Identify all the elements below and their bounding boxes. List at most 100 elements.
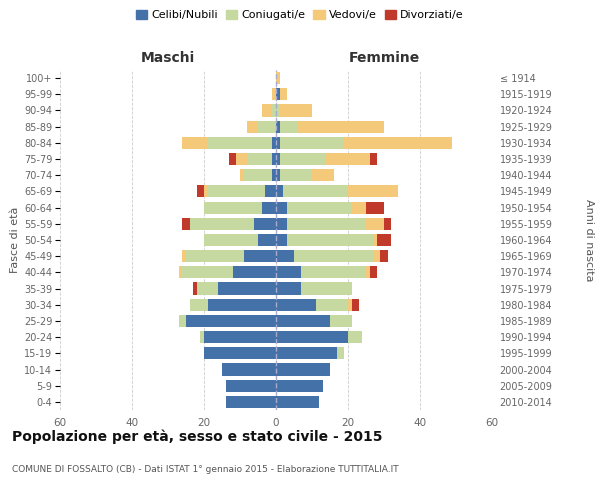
Bar — [370, 153, 377, 165]
Bar — [247, 120, 258, 132]
Bar — [222, 364, 276, 376]
Bar — [312, 169, 334, 181]
Bar — [276, 120, 280, 132]
Bar — [229, 153, 236, 165]
Bar — [276, 186, 283, 198]
Bar — [373, 234, 377, 246]
Bar — [179, 266, 182, 278]
Bar — [265, 186, 276, 198]
Bar — [204, 331, 276, 343]
Bar — [287, 234, 373, 246]
Bar — [272, 169, 276, 181]
Bar — [280, 169, 312, 181]
Text: Popolazione per età, sesso e stato civile - 2015: Popolazione per età, sesso e stato civil… — [12, 430, 383, 444]
Bar — [254, 218, 276, 230]
Bar — [280, 88, 287, 101]
Bar — [287, 202, 352, 213]
Bar — [276, 331, 348, 343]
Bar — [182, 137, 208, 149]
Bar — [272, 88, 276, 101]
Bar — [301, 266, 366, 278]
Bar — [208, 186, 265, 198]
Bar — [276, 218, 287, 230]
Bar — [348, 331, 362, 343]
Bar — [280, 120, 298, 132]
Bar — [197, 282, 218, 294]
Bar — [247, 153, 272, 165]
Bar — [197, 186, 204, 198]
Bar — [200, 331, 204, 343]
Bar — [262, 202, 276, 213]
Bar — [276, 104, 280, 117]
Bar — [294, 250, 373, 262]
Text: COMUNE DI FOSSALTO (CB) - Dati ISTAT 1° gennaio 2015 - Elaborazione TUTTITALIA.I: COMUNE DI FOSSALTO (CB) - Dati ISTAT 1° … — [12, 465, 398, 474]
Bar — [280, 137, 344, 149]
Bar — [326, 153, 370, 165]
Bar — [330, 315, 352, 327]
Bar — [276, 396, 319, 408]
Bar — [380, 250, 388, 262]
Bar — [283, 186, 348, 198]
Bar — [208, 298, 276, 311]
Bar — [298, 120, 384, 132]
Bar — [258, 234, 276, 246]
Bar — [218, 282, 276, 294]
Bar — [352, 298, 359, 311]
Bar — [276, 250, 294, 262]
Bar — [272, 153, 276, 165]
Bar — [233, 266, 276, 278]
Bar — [276, 234, 287, 246]
Bar — [186, 250, 244, 262]
Bar — [258, 120, 276, 132]
Text: Anni di nascita: Anni di nascita — [584, 198, 594, 281]
Bar — [373, 250, 380, 262]
Bar — [366, 266, 370, 278]
Bar — [272, 104, 276, 117]
Bar — [236, 153, 247, 165]
Bar — [352, 202, 366, 213]
Bar — [348, 298, 352, 311]
Bar — [301, 282, 352, 294]
Bar — [204, 348, 276, 360]
Bar — [276, 169, 280, 181]
Bar — [179, 315, 186, 327]
Bar — [244, 169, 272, 181]
Y-axis label: Fasce di età: Fasce di età — [10, 207, 20, 273]
Bar — [208, 137, 272, 149]
Bar — [337, 348, 344, 360]
Bar — [276, 266, 301, 278]
Bar — [370, 266, 377, 278]
Bar — [272, 137, 276, 149]
Bar — [186, 315, 276, 327]
Bar — [276, 137, 280, 149]
Bar — [316, 298, 348, 311]
Bar — [344, 137, 452, 149]
Bar — [276, 282, 301, 294]
Bar — [226, 380, 276, 392]
Bar — [276, 153, 280, 165]
Bar — [190, 218, 254, 230]
Bar — [366, 202, 384, 213]
Text: Femmine: Femmine — [349, 51, 419, 65]
Bar — [190, 298, 208, 311]
Bar — [182, 218, 190, 230]
Legend: Celibi/Nubili, Coniugati/e, Vedovi/e, Divorziati/e: Celibi/Nubili, Coniugati/e, Vedovi/e, Di… — [132, 6, 468, 25]
Bar — [276, 298, 316, 311]
Bar — [366, 218, 384, 230]
Bar — [280, 153, 326, 165]
Bar — [193, 282, 197, 294]
Bar — [276, 72, 280, 84]
Bar — [182, 266, 233, 278]
Bar — [276, 364, 330, 376]
Bar — [204, 186, 208, 198]
Bar — [204, 202, 262, 213]
Bar — [276, 315, 330, 327]
Bar — [287, 218, 366, 230]
Bar — [348, 186, 398, 198]
Bar — [204, 234, 258, 246]
Bar — [262, 104, 272, 117]
Bar — [240, 169, 244, 181]
Bar — [280, 104, 312, 117]
Bar — [384, 218, 391, 230]
Bar — [276, 88, 280, 101]
